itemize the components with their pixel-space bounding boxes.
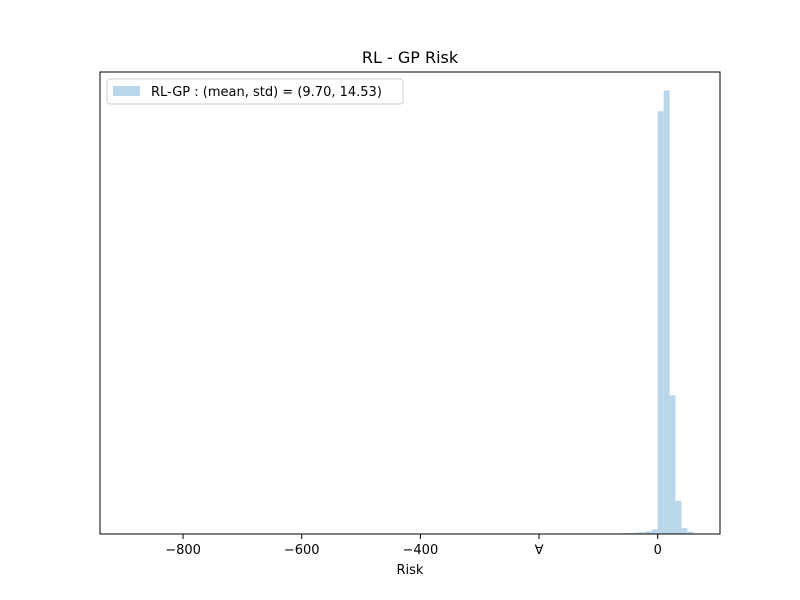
x-axis-ticks: −800 −600 −400 ∀ 0: [165, 534, 662, 558]
x-tick-label: 0: [654, 543, 662, 558]
histogram-bar: [669, 395, 676, 534]
histogram-bar: [639, 532, 646, 534]
legend-swatch: [113, 86, 140, 96]
histogram-bar: [651, 529, 658, 534]
legend: RL-GP : (mean, std) = (9.70, 14.53): [106, 78, 404, 105]
histogram-bar: [645, 531, 652, 534]
legend-frame: [106, 78, 404, 105]
x-tick-label: ∀: [535, 543, 544, 558]
x-tick-label: −600: [284, 543, 320, 558]
x-tick-label: −400: [403, 543, 439, 558]
legend-label: RL-GP : (mean, std) = (9.70, 14.53): [151, 85, 382, 100]
plot-area-frame: [99, 71, 721, 535]
histogram-bar: [681, 527, 688, 534]
histogram-bar: [657, 111, 664, 535]
histogram-bar: [687, 531, 694, 534]
histogram-bar: [633, 532, 640, 534]
x-tick-label: −800: [165, 543, 201, 558]
histogram-bar: [675, 500, 682, 534]
x-axis-title: Risk: [397, 563, 424, 578]
histogram-bar: [663, 90, 670, 534]
histogram-bars: [616, 90, 694, 535]
chart-title: RL - GP Risk: [362, 48, 459, 67]
